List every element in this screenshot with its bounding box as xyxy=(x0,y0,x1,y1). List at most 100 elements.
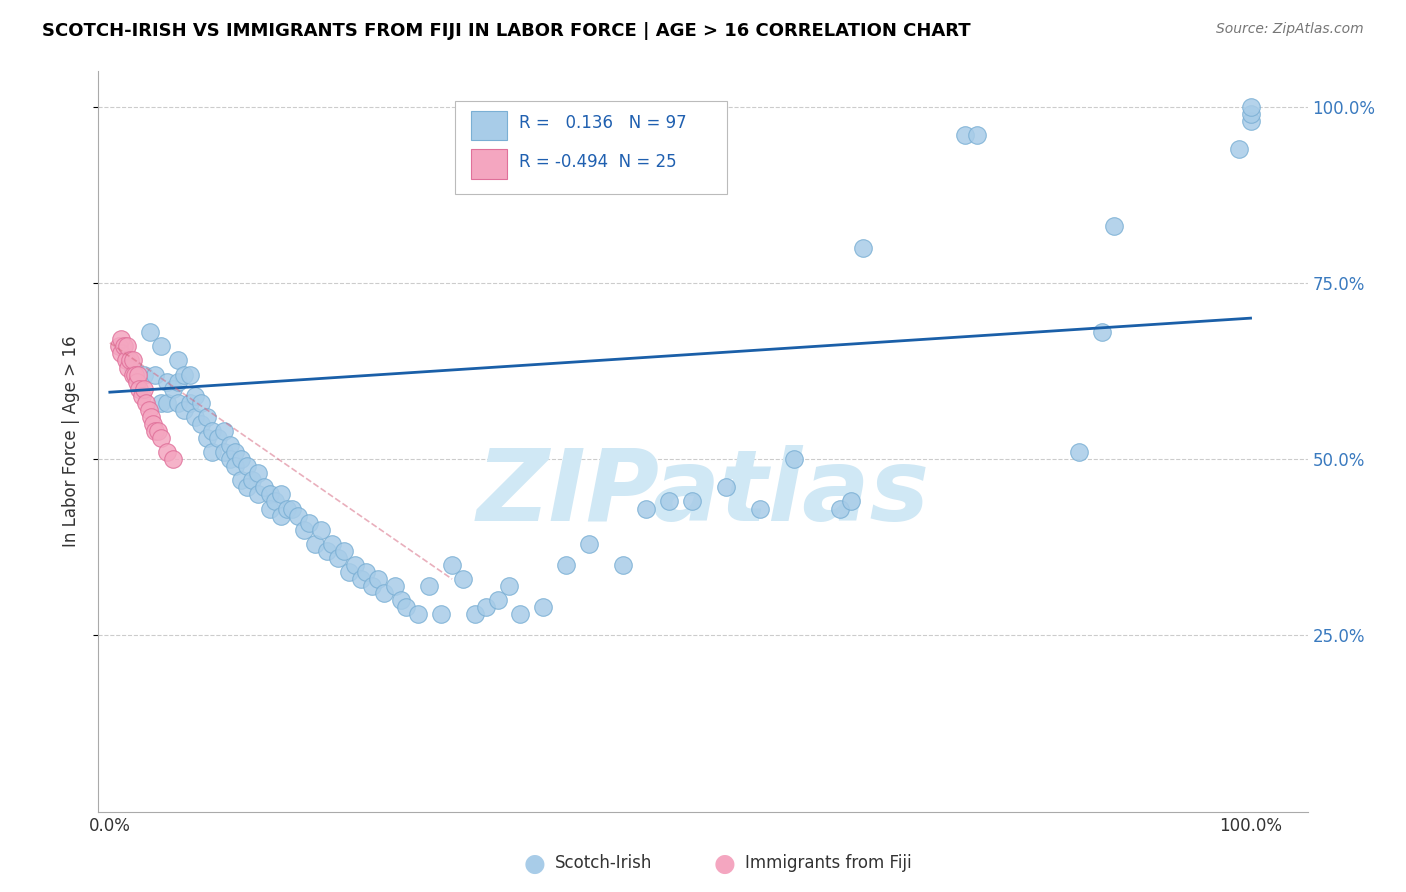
Point xyxy=(150,339,173,353)
Point xyxy=(224,459,246,474)
Point xyxy=(167,353,190,368)
Point xyxy=(235,459,257,474)
Point xyxy=(142,417,165,431)
Point xyxy=(418,579,440,593)
Point xyxy=(1239,113,1261,128)
Point xyxy=(1227,142,1250,156)
Point xyxy=(509,607,531,622)
Point xyxy=(150,431,173,445)
Point xyxy=(201,424,224,438)
Point xyxy=(344,558,367,572)
Point xyxy=(108,339,131,353)
Point xyxy=(167,396,190,410)
FancyBboxPatch shape xyxy=(471,149,508,178)
Point xyxy=(145,368,167,382)
Point xyxy=(110,332,132,346)
Point xyxy=(367,572,389,586)
Point xyxy=(315,544,337,558)
Point xyxy=(384,579,406,593)
Point xyxy=(224,445,246,459)
Point xyxy=(131,389,153,403)
Point xyxy=(828,501,851,516)
Point xyxy=(292,523,315,537)
Point xyxy=(389,593,412,607)
Point xyxy=(120,353,142,368)
Point xyxy=(184,409,207,424)
Point xyxy=(173,402,195,417)
Point xyxy=(127,375,149,389)
Point xyxy=(406,607,429,622)
Point xyxy=(281,501,304,516)
Point xyxy=(429,607,451,622)
Point xyxy=(475,600,498,615)
Point xyxy=(395,600,418,615)
Point xyxy=(555,558,578,572)
Point xyxy=(128,382,150,396)
Point xyxy=(304,537,326,551)
Point xyxy=(1239,100,1261,114)
Point xyxy=(247,467,270,481)
Point xyxy=(612,558,634,572)
Text: Immigrants from Fiji: Immigrants from Fiji xyxy=(745,855,912,872)
Point xyxy=(749,501,772,516)
Point xyxy=(531,600,554,615)
Point xyxy=(184,389,207,403)
Point xyxy=(156,396,179,410)
Point xyxy=(229,452,252,467)
Point xyxy=(173,368,195,382)
Point xyxy=(190,417,212,431)
Point xyxy=(309,523,332,537)
Point xyxy=(276,501,298,516)
Point xyxy=(332,544,354,558)
Point xyxy=(852,241,875,255)
Point xyxy=(135,396,157,410)
Point xyxy=(714,480,737,494)
Point xyxy=(361,579,384,593)
Point xyxy=(264,494,287,508)
Point xyxy=(287,508,309,523)
Point xyxy=(350,572,373,586)
Point xyxy=(218,452,240,467)
Point xyxy=(150,396,173,410)
Point xyxy=(498,579,520,593)
Point xyxy=(195,431,218,445)
Point xyxy=(658,494,681,508)
Text: Scotch-Irish: Scotch-Irish xyxy=(555,855,652,872)
Text: ●: ● xyxy=(713,852,735,875)
Point xyxy=(162,452,184,467)
Point xyxy=(162,382,184,396)
Point xyxy=(1102,219,1125,234)
Point xyxy=(195,409,218,424)
Point xyxy=(270,508,292,523)
Point xyxy=(229,473,252,487)
Point xyxy=(783,452,806,467)
Point xyxy=(156,445,179,459)
Text: Source: ZipAtlas.com: Source: ZipAtlas.com xyxy=(1216,22,1364,37)
Point xyxy=(156,375,179,389)
Point xyxy=(127,368,149,382)
Point xyxy=(138,402,160,417)
Point xyxy=(218,438,240,452)
Point xyxy=(201,445,224,459)
Point xyxy=(212,424,235,438)
Text: R = -0.494  N = 25: R = -0.494 N = 25 xyxy=(519,153,676,170)
Point xyxy=(212,445,235,459)
Point xyxy=(321,537,343,551)
Point xyxy=(110,346,132,360)
Point xyxy=(117,360,139,375)
Point xyxy=(259,487,281,501)
Point xyxy=(634,501,657,516)
Point xyxy=(270,487,292,501)
Text: ZIPatlas: ZIPatlas xyxy=(477,445,929,541)
Point xyxy=(247,487,270,501)
Text: ●: ● xyxy=(523,852,546,875)
Point xyxy=(356,565,378,579)
Point xyxy=(207,431,229,445)
Point xyxy=(441,558,464,572)
Point xyxy=(337,565,360,579)
Point xyxy=(1069,445,1091,459)
Point xyxy=(145,424,167,438)
Point xyxy=(121,353,143,368)
Point xyxy=(146,424,169,438)
Point xyxy=(486,593,509,607)
